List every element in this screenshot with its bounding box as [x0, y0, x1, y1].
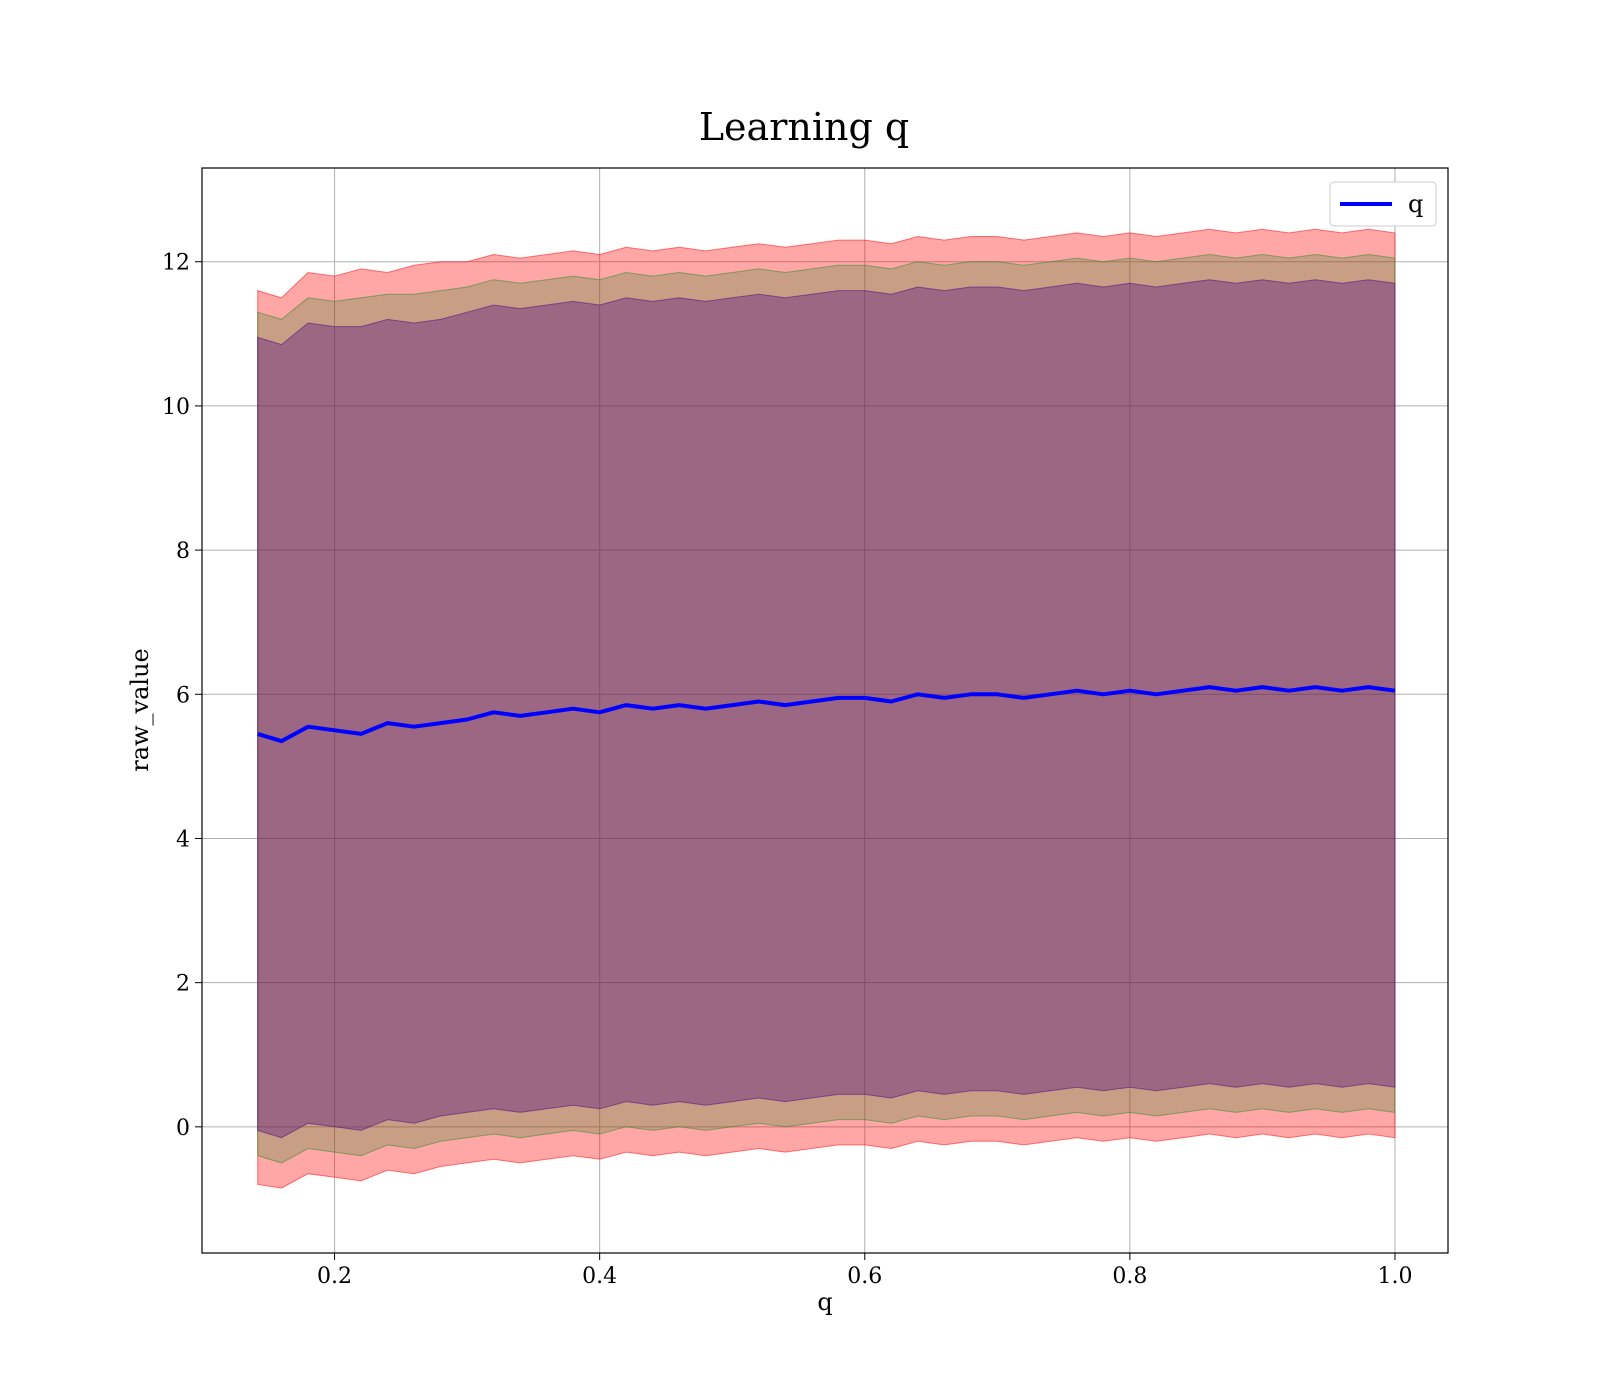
- legend-label-q: q: [1408, 190, 1423, 218]
- y-tick-label: 2: [176, 972, 190, 997]
- y-tick-label: 0: [176, 1116, 190, 1141]
- y-axis-label: raw_value: [126, 648, 154, 772]
- x-axis-label: q: [817, 1288, 832, 1316]
- y-tick-label: 6: [176, 683, 190, 708]
- legend: q: [1329, 181, 1437, 227]
- x-tick-label: 0.2: [317, 1264, 352, 1289]
- x-tick-label: 0.8: [1112, 1264, 1147, 1289]
- x-axis-ticks: 0.2 0.4 0.6 0.8 1.0: [317, 1253, 1412, 1289]
- band-0: [257, 228, 1396, 1189]
- plot-area: [202, 168, 1448, 1253]
- y-tick-label: 8: [176, 539, 190, 564]
- series-line-q: [257, 685, 1396, 744]
- bands: [257, 228, 1396, 1189]
- y-axis-ticks: 0 2 4 6 8 10 12: [162, 251, 202, 1141]
- y-tick-label: 12: [162, 251, 190, 276]
- y-tick-label: 10: [162, 395, 190, 420]
- y-tick-label: 4: [176, 827, 190, 852]
- x-tick-label: 0.4: [582, 1264, 617, 1289]
- band-2: [257, 279, 1396, 1139]
- band-1: [257, 253, 1396, 1164]
- x-tick-label: 1.0: [1377, 1264, 1412, 1289]
- plot-frame: [201, 167, 1449, 1254]
- chart-title: Learning q: [699, 105, 909, 149]
- series: [257, 685, 1396, 744]
- x-tick-label: 0.6: [847, 1264, 882, 1289]
